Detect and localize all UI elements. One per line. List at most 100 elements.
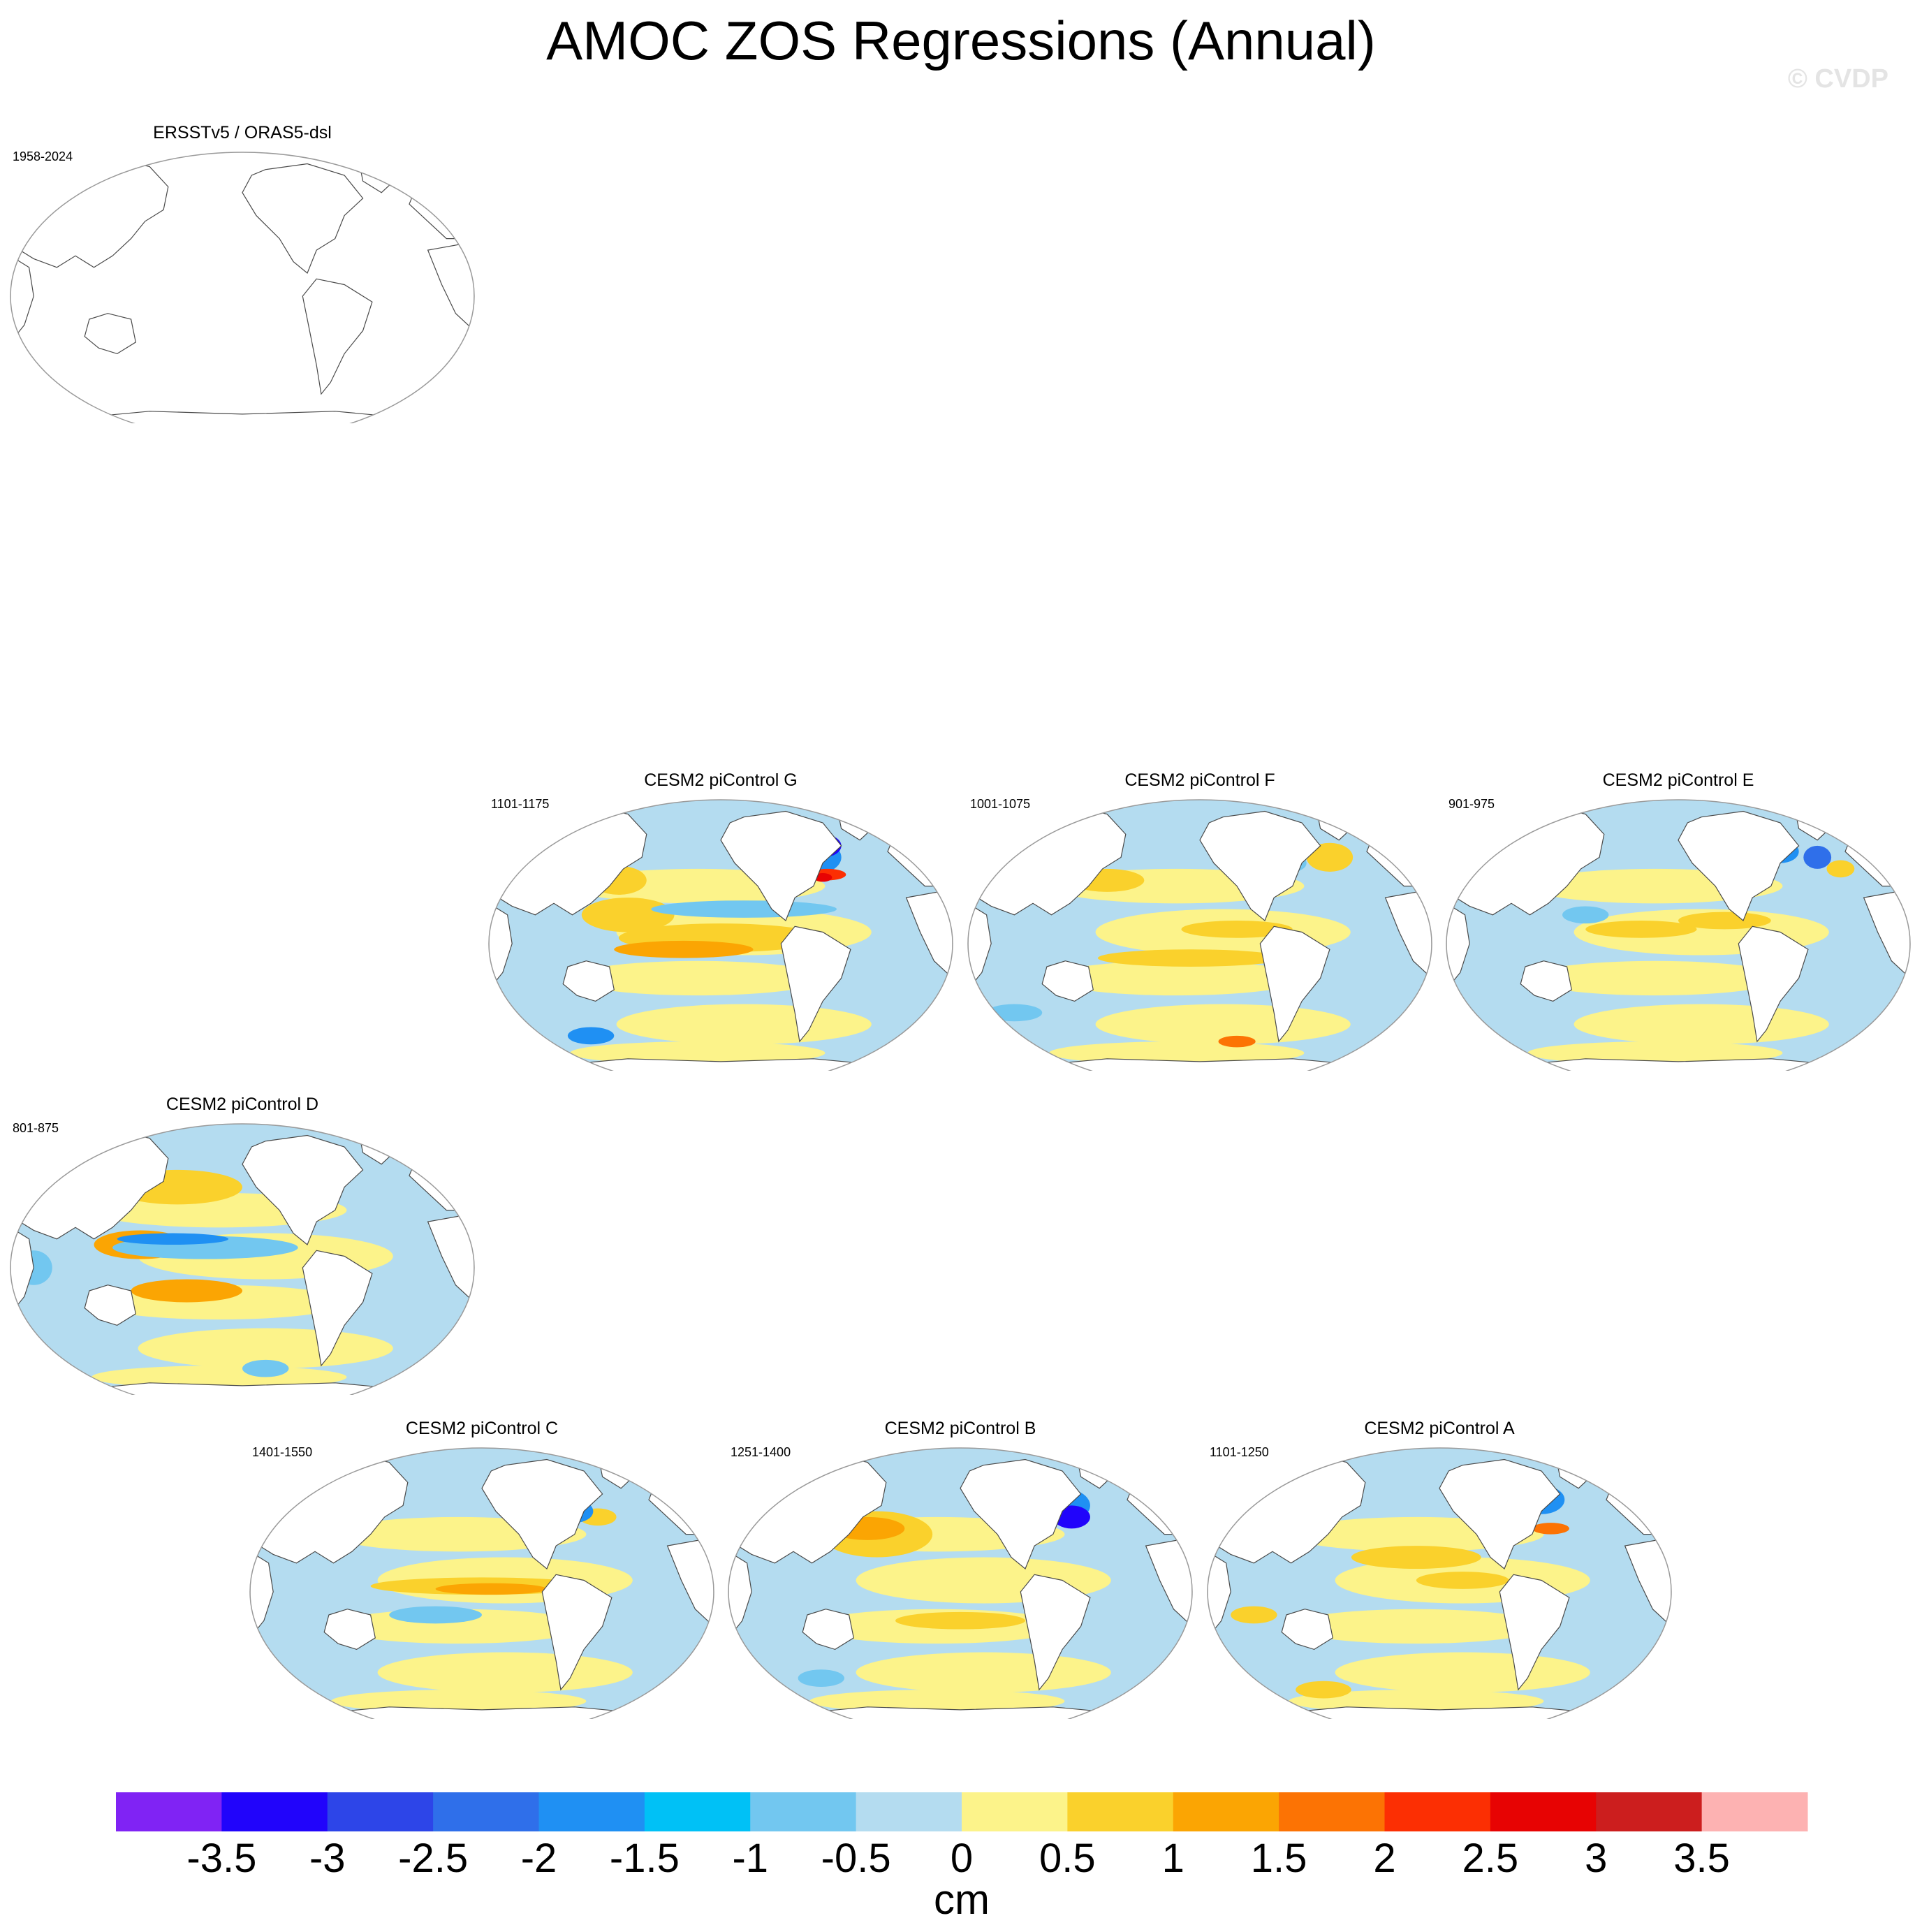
anomaly-region (567, 1027, 615, 1045)
colorbar-swatch (433, 1792, 540, 1831)
colorbar-swatch (962, 1792, 1068, 1831)
anomaly-region (1231, 1606, 1277, 1624)
anomaly-region (986, 1004, 1043, 1022)
anomaly-band (856, 1652, 1111, 1693)
panel-title: ERSSTv5 / ORAS5-dsl (153, 123, 332, 142)
land-australia (84, 313, 136, 355)
colorbar-swatch (116, 1792, 222, 1831)
land-namerica (481, 1458, 603, 1569)
colorbar-swatch (221, 1792, 328, 1831)
colorbar-swatch (327, 1792, 434, 1831)
land-samerica (302, 278, 373, 395)
anomaly-band (570, 960, 826, 996)
panel-title: CESM2 piControl C (405, 1419, 559, 1438)
map-E (1446, 799, 1911, 1071)
panel-years: 901-975 (1448, 797, 1495, 811)
colorbar-tick-label: 2 (1373, 1836, 1395, 1881)
panel-years: 801-875 (13, 1121, 59, 1135)
anomaly-band (1335, 1652, 1590, 1693)
anomaly-region (131, 1279, 242, 1303)
anomaly-region (117, 1233, 229, 1245)
colorbar-swatch (538, 1792, 645, 1831)
colorbar-unit: cm (934, 1876, 990, 1923)
land-australia (802, 1609, 854, 1651)
colorbar-swatch (1173, 1792, 1279, 1831)
anomaly-band (616, 1004, 872, 1045)
land-namerica (1439, 1458, 1561, 1569)
land-samerica (1738, 925, 1809, 1043)
land-africa (728, 1551, 752, 1639)
anomaly-region (1351, 1546, 1481, 1569)
anomaly-region (1562, 906, 1609, 924)
anomaly-band (1049, 960, 1305, 996)
land-namerica (960, 1458, 1082, 1569)
colorbar-tick-label: -1 (732, 1836, 768, 1881)
land-namerica (242, 1134, 364, 1245)
map-panel-E: CESM2 piControl E 901-975 (1444, 770, 1912, 1071)
anomaly-region (1678, 912, 1771, 930)
colorbar-swatch (1701, 1792, 1808, 1831)
anomaly-region (1296, 1681, 1351, 1699)
map-frame (10, 152, 475, 423)
colorbar-swatch (1490, 1792, 1597, 1831)
anomaly-region (798, 1669, 844, 1687)
anomaly-band (1289, 1609, 1544, 1644)
land-australia (1041, 960, 1094, 1002)
anomaly-band (377, 1652, 633, 1693)
map-D (10, 1123, 475, 1395)
land-namerica (720, 810, 842, 921)
anomaly-band (1527, 960, 1783, 996)
land-australia (1281, 1609, 1333, 1651)
anomaly-region (581, 898, 675, 932)
map-panel-C: CESM2 piControl C 1401-1550 (248, 1419, 716, 1719)
anomaly-region (1803, 845, 1832, 869)
anomaly-region (1218, 1035, 1256, 1048)
land-samerica (1499, 1574, 1570, 1691)
anomaly-region (1097, 949, 1284, 967)
map-panel-B: CESM2 piControl B 1251-1400 (726, 1419, 1194, 1719)
land-namerica (1199, 810, 1321, 921)
anomaly-region (1416, 1572, 1509, 1589)
colorbar-tick-label: 2.5 (1462, 1836, 1519, 1881)
panel-years: 1251-1400 (731, 1445, 791, 1459)
land-samerica (1259, 925, 1330, 1043)
land-samerica (302, 1250, 373, 1367)
anomaly-region (651, 900, 837, 918)
panel-title: CESM2 piControl F (1124, 770, 1275, 790)
map-obs (10, 152, 475, 423)
map-panel-obs: ERSSTv5 / ORAS5-dsl 1958-2024 (8, 123, 476, 423)
map-frame (10, 1123, 475, 1395)
anomaly-region (1585, 921, 1697, 938)
colorbar-swatch (750, 1792, 857, 1831)
panel-title: CESM2 piControl A (1364, 1419, 1515, 1438)
land-africa (10, 1227, 34, 1315)
colorbar-tick-label: -2.5 (398, 1836, 468, 1881)
anomaly-region (242, 1359, 289, 1377)
panel-years: 1101-1250 (1210, 1445, 1269, 1459)
map-frame (967, 799, 1432, 1071)
map-panel-D: CESM2 piControl D 801-875 (8, 1095, 476, 1395)
colorbar-swatch (1067, 1792, 1174, 1831)
anomaly-region (1532, 1523, 1569, 1535)
colorbar-tick-label: -1.5 (610, 1836, 680, 1881)
colorbar-tick-label: 3 (1585, 1836, 1607, 1881)
anomaly-region (1181, 921, 1293, 938)
colorbar-tick-label: 1 (1162, 1836, 1184, 1881)
map-C (249, 1447, 714, 1719)
colorbar-swatch (856, 1792, 962, 1831)
map-F (967, 799, 1432, 1071)
land-africa (489, 902, 513, 991)
panel-title: CESM2 piControl B (884, 1419, 1036, 1438)
map-frame (1446, 799, 1911, 1071)
colorbar-swatch (1279, 1792, 1386, 1831)
land-africa (1446, 902, 1470, 991)
colorbar-swatch (644, 1792, 751, 1831)
land-samerica (541, 1574, 612, 1691)
figure-title: AMOC ZOS Regressions (Annual) (546, 10, 1376, 71)
land-africa (10, 255, 34, 344)
colorbar-tick-label: 1.5 (1251, 1836, 1307, 1881)
panel-title: CESM2 piControl D (166, 1095, 319, 1114)
map-panel-G: CESM2 piControl G 1101-1175 (487, 770, 955, 1071)
land-samerica (780, 925, 851, 1043)
colorbar-tick-label: 3.5 (1673, 1836, 1730, 1881)
